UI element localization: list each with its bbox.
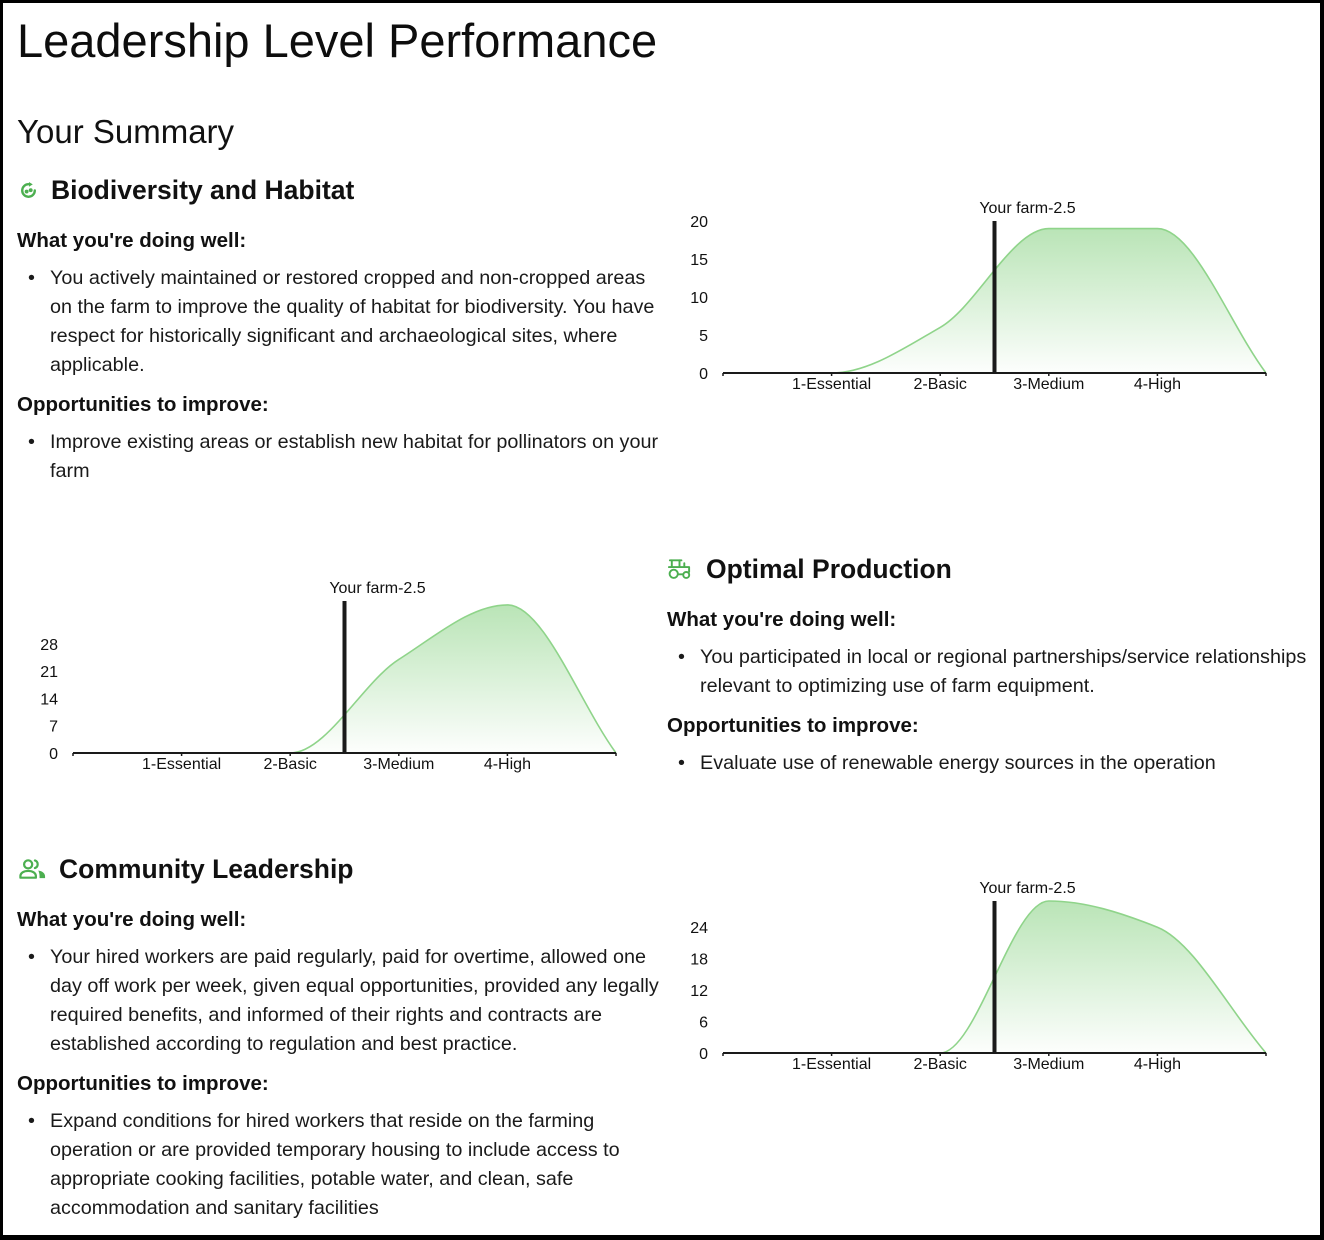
x-tick-label: 2-Basic bbox=[264, 756, 317, 773]
y-tick-label: 5 bbox=[699, 328, 708, 345]
x-tick-label: 3-Medium bbox=[1013, 376, 1084, 393]
y-tick-label: 14 bbox=[40, 691, 58, 708]
farm-marker-label: Your farm-2.5 bbox=[979, 880, 1075, 897]
opportunities-list: Expand conditions for hired workers that… bbox=[17, 1107, 669, 1223]
x-tick-label: 1-Essential bbox=[792, 376, 871, 393]
y-tick-label: 6 bbox=[699, 1015, 708, 1032]
farm-marker-label: Your farm-2.5 bbox=[979, 200, 1075, 217]
x-tick-label: 2-Basic bbox=[914, 376, 967, 393]
y-tick-label: 20 bbox=[690, 214, 708, 231]
chart-area-fill bbox=[73, 604, 616, 753]
section-title: Community Leadership bbox=[59, 854, 354, 884]
y-tick-label: 24 bbox=[690, 920, 708, 937]
y-tick-label: 7 bbox=[49, 719, 58, 736]
list-item: Your hired workers are paid regularly, p… bbox=[28, 943, 666, 1059]
y-tick-label: 15 bbox=[690, 252, 708, 269]
section-biodiversity: Biodiversity and Habitat What you're doi… bbox=[17, 174, 669, 498]
opportunities-heading: Opportunities to improve: bbox=[667, 714, 919, 737]
y-tick-label: 28 bbox=[40, 637, 58, 654]
x-tick-label: 4-High bbox=[484, 756, 531, 773]
opportunities-list: Evaluate use of renewable energy sources… bbox=[667, 749, 1319, 778]
y-tick-label: 18 bbox=[690, 952, 708, 969]
opportunities-list: Improve existing areas or establish new … bbox=[17, 428, 669, 486]
section-optimal-production: Optimal Production What you're doing wel… bbox=[667, 553, 1319, 790]
section-community-leadership: Community Leadership What you're doing w… bbox=[17, 853, 669, 1235]
x-tick-label: 3-Medium bbox=[363, 756, 434, 773]
section-header: Community Leadership bbox=[17, 853, 669, 885]
users-icon bbox=[18, 858, 47, 880]
doing-well-list: You participated in local or regional pa… bbox=[667, 643, 1319, 701]
list-item: Expand conditions for hired workers that… bbox=[28, 1107, 666, 1223]
biodiversity-icon bbox=[20, 181, 37, 199]
section-title: Biodiversity and Habitat bbox=[51, 175, 355, 205]
x-tick-label: 4-High bbox=[1134, 376, 1181, 393]
list-item: Improve existing areas or establish new … bbox=[28, 428, 666, 486]
section-text: What you're doing well: Your hired worke… bbox=[17, 907, 669, 1223]
section-header: Biodiversity and Habitat bbox=[17, 174, 669, 206]
doing-well-heading: What you're doing well: bbox=[667, 608, 897, 631]
doing-well-heading: What you're doing well: bbox=[17, 908, 247, 931]
summary-heading: Your Summary bbox=[17, 113, 235, 150]
opportunities-heading: Opportunities to improve: bbox=[17, 393, 269, 416]
tractor-icon bbox=[667, 558, 692, 580]
y-tick-label: 0 bbox=[49, 746, 58, 763]
list-item: You actively maintained or restored crop… bbox=[28, 264, 666, 380]
y-tick-label: 10 bbox=[690, 290, 708, 307]
section-text: What you're doing well: You participated… bbox=[667, 607, 1319, 778]
opportunities-heading: Opportunities to improve: bbox=[17, 1072, 269, 1095]
y-tick-label: 0 bbox=[699, 1046, 708, 1063]
production-distribution-chart: 0 7 14 21 28 1-Essential 2-Basic 3-Medium 4-High… bbox=[40, 580, 617, 773]
farm-marker-label: Your farm-2.5 bbox=[329, 580, 425, 597]
x-tick-label: 1-Essential bbox=[142, 756, 221, 773]
x-tick-label: 1-Essential bbox=[792, 1056, 871, 1073]
list-item: You participated in local or regional pa… bbox=[678, 643, 1316, 701]
x-tick-label: 4-High bbox=[1134, 1056, 1181, 1073]
x-tick-label: 2-Basic bbox=[914, 1056, 967, 1073]
doing-well-heading: What you're doing well: bbox=[17, 229, 247, 252]
section-header: Optimal Production bbox=[667, 553, 1319, 585]
page-title: Leadership Level Performance bbox=[17, 14, 658, 67]
community-distribution-chart: 0 6 12 18 24 1-Essential 2-Basic 3-Medium 4-High… bbox=[690, 880, 1267, 1073]
biodiversity-distribution-chart: 0 5 10 15 20 1-Essential 2-Basic 3-Medium 4-High… bbox=[690, 200, 1267, 393]
list-item: Evaluate use of renewable energy sources… bbox=[678, 749, 1316, 778]
y-tick-label: 0 bbox=[699, 366, 708, 383]
y-tick-label: 21 bbox=[40, 664, 58, 681]
section-text: What you're doing well: You actively mai… bbox=[17, 228, 669, 486]
x-tick-label: 3-Medium bbox=[1013, 1056, 1084, 1073]
section-title: Optimal Production bbox=[706, 554, 952, 584]
doing-well-list: You actively maintained or restored crop… bbox=[17, 264, 669, 380]
doing-well-list: Your hired workers are paid regularly, p… bbox=[17, 943, 669, 1059]
y-tick-label: 12 bbox=[690, 983, 708, 1000]
